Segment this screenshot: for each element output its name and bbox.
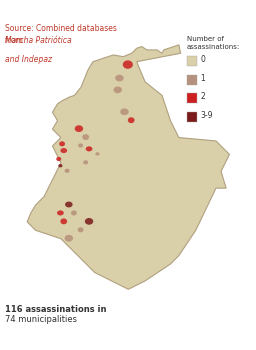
Ellipse shape — [113, 86, 122, 93]
Text: 3-9: 3-9 — [200, 111, 213, 120]
Text: Source: Combined databases
from: Source: Combined databases from — [5, 24, 117, 45]
Ellipse shape — [65, 235, 73, 242]
Ellipse shape — [57, 210, 64, 216]
Text: 2: 2 — [200, 92, 205, 101]
Text: Number of
assassinations:: Number of assassinations: — [187, 36, 240, 50]
Ellipse shape — [60, 148, 67, 153]
Ellipse shape — [59, 141, 65, 146]
Ellipse shape — [65, 169, 70, 173]
Ellipse shape — [120, 108, 129, 115]
Ellipse shape — [86, 146, 92, 152]
Ellipse shape — [71, 210, 77, 216]
FancyBboxPatch shape — [187, 112, 197, 122]
Ellipse shape — [128, 117, 135, 123]
Text: 1: 1 — [200, 74, 205, 83]
Ellipse shape — [82, 134, 89, 140]
Ellipse shape — [95, 152, 100, 156]
Ellipse shape — [75, 125, 83, 132]
Text: 0: 0 — [200, 55, 205, 64]
Ellipse shape — [78, 144, 83, 148]
FancyBboxPatch shape — [187, 75, 197, 85]
Ellipse shape — [115, 75, 124, 82]
Ellipse shape — [123, 60, 133, 69]
FancyBboxPatch shape — [187, 56, 197, 66]
Text: and Indepaz: and Indepaz — [5, 44, 52, 64]
Ellipse shape — [58, 164, 62, 167]
Text: 116 assassinations in: 116 assassinations in — [5, 305, 106, 314]
Ellipse shape — [85, 218, 93, 225]
Ellipse shape — [60, 218, 67, 224]
Ellipse shape — [56, 157, 61, 161]
Ellipse shape — [78, 227, 83, 232]
Text: Marcha Patriótica: Marcha Patriótica — [5, 36, 71, 45]
Text: 74 municipalities: 74 municipalities — [5, 315, 77, 324]
Ellipse shape — [83, 160, 88, 164]
FancyBboxPatch shape — [187, 93, 197, 103]
Ellipse shape — [65, 202, 73, 208]
